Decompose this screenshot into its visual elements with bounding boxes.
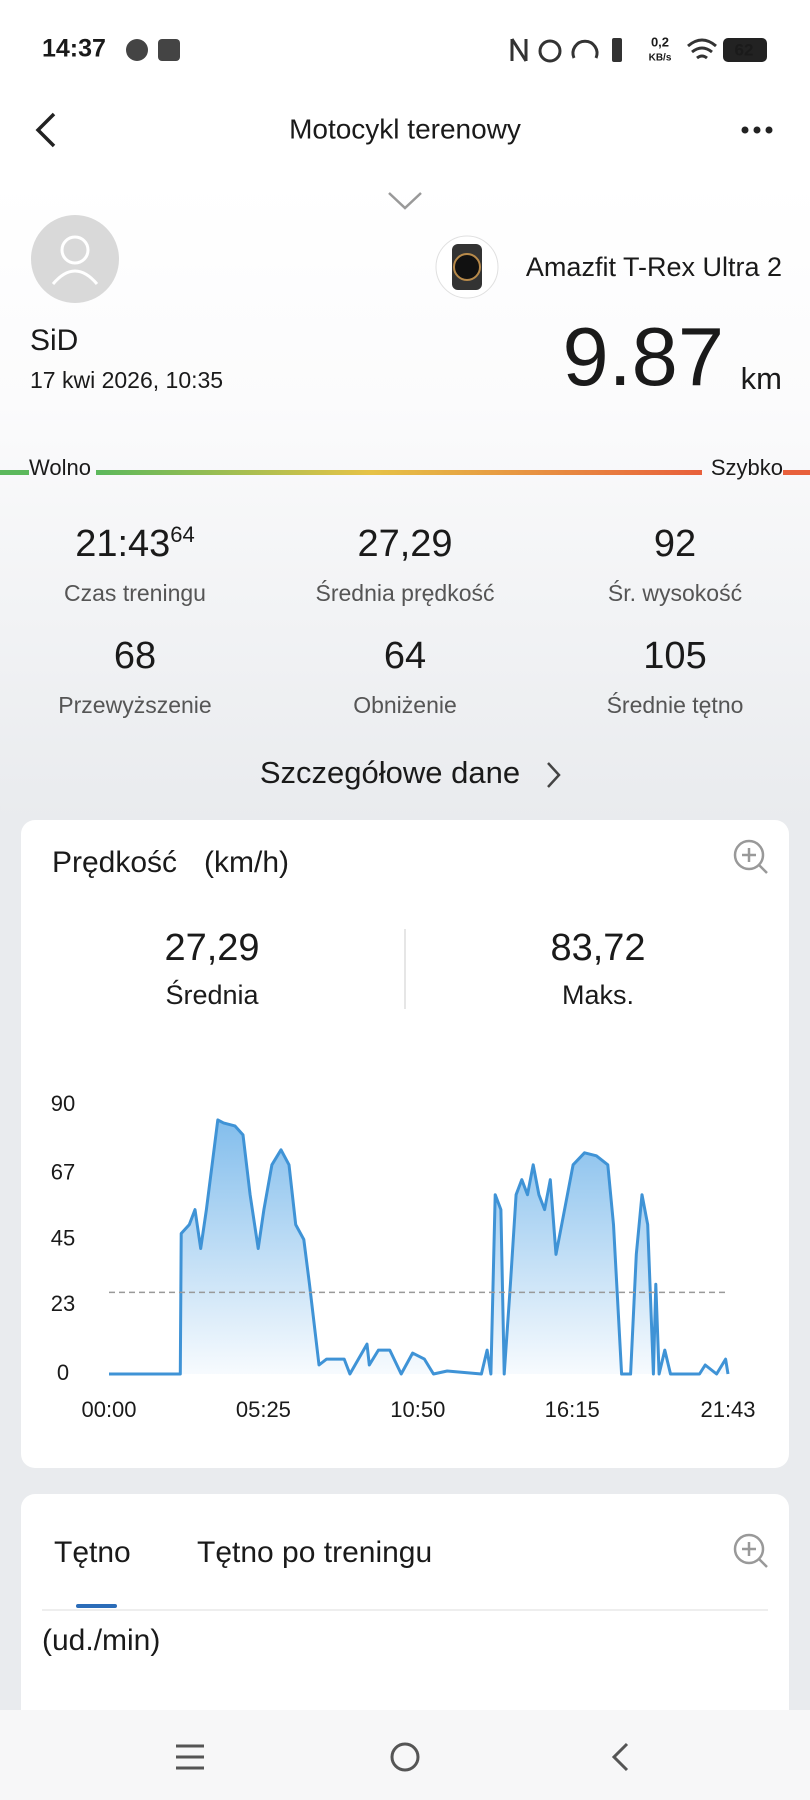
battery [723,38,767,62]
stat-label: Średnia prędkość [316,579,495,606]
x-tick-label: 05:25 [236,1397,291,1422]
speed-line [109,1118,730,1376]
status-icon [126,39,148,61]
zoom-button[interactable] [733,1533,768,1568]
summary-label: Maks. [562,980,634,1010]
speed-area [109,1119,728,1374]
stat-value: 105 [643,635,706,677]
nav-bar [0,1710,810,1800]
status-time: 14:37 [42,35,106,63]
back-button[interactable] [35,112,56,148]
avatar-icon [51,269,99,285]
stat-label: Przewyższenie [58,692,211,718]
tab-active[interactable]: Tętno [54,1536,131,1569]
stat-value: 64 [384,635,426,677]
device-name: Amazfit T-Rex Ultra 2 [526,252,782,282]
stat-label: Śr. wysokość [608,579,742,606]
pace-bar [96,470,702,475]
nav-home[interactable] [390,1742,420,1772]
y-tick-label: 90 [51,1091,75,1116]
more-button[interactable] [741,126,773,134]
summary-sheet [0,180,810,820]
distance: 9.87 [562,310,724,403]
workout-date: 17 kwi 2026, 10:35 [30,367,223,393]
avatar-icon [60,235,90,265]
x-tick-label: 21:43 [700,1397,755,1422]
chart-title: Prędkość [52,846,177,879]
unit-label: (ud./min) [42,1624,160,1657]
nfc-icon [510,38,528,62]
header-title: Motocykl terenowy [289,113,521,144]
nav-menu[interactable] [176,1744,204,1770]
pace-fast: Szybko [711,455,783,480]
zoom-button[interactable] [733,839,768,874]
speed-icon [571,39,599,59]
chart-unit: (km/h) [204,846,289,879]
net-speed: 0,2 [651,34,669,49]
y-tick-label: 45 [51,1225,75,1250]
stat-label: Średnie tętno [607,691,744,718]
tab-indicator [76,1604,117,1608]
stat-value-sup: 64 [170,522,194,547]
nav-back[interactable] [611,1742,629,1772]
status-icon [158,39,180,61]
details-link[interactable]: Szczegółowe dane [260,755,520,790]
pace-bar [783,470,810,475]
vibrate-icon [612,38,622,62]
pace-bar [0,470,29,475]
stat-label: Obniżenie [353,692,457,718]
wifi-icon [687,38,717,60]
alarm-icon [538,39,562,63]
avatar [31,215,119,303]
distance-unit: km [741,361,782,396]
x-tick-label: 16:15 [545,1397,600,1422]
y-tick-label: 67 [51,1160,75,1185]
stat-value: 68 [114,635,156,677]
pace-slow: Wolno [29,455,91,480]
stat-label: Czas treningu [64,580,206,606]
user-name: SiD [30,324,78,357]
stat-value: 27,29 [357,523,452,565]
net-unit: KB/s [649,53,672,64]
speed-chart: 0 23 45 67 90 00:00 05:25 10:50 16:15 21:43 [51,1091,756,1422]
header-bg [0,0,810,205]
stat-value: 21:4364 [75,522,195,565]
y-tick-label: 23 [51,1291,75,1316]
summary-value: 83,72 [550,927,645,969]
tab[interactable]: Tętno po treningu [197,1536,432,1569]
details-chevron[interactable] [547,762,561,788]
summary-value: 27,29 [164,927,259,969]
summary-label: Średnia [165,978,259,1010]
stat-value: 92 [654,523,696,565]
battery-level: 62 [735,40,754,59]
x-tick-label: 00:00 [81,1397,136,1422]
device-icon [453,253,481,281]
x-tick-label: 10:50 [390,1397,445,1422]
y-tick-label: 0 [57,1360,69,1385]
collapse-chevron[interactable] [388,192,422,210]
stat-value: 21:43 [75,523,170,565]
